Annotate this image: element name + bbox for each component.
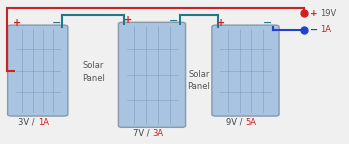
FancyBboxPatch shape bbox=[118, 22, 186, 127]
Text: 7V /: 7V / bbox=[133, 129, 152, 138]
Text: −: − bbox=[262, 18, 272, 28]
Text: Solar
Panel: Solar Panel bbox=[82, 61, 105, 83]
Text: 1A: 1A bbox=[38, 118, 49, 127]
Text: −: − bbox=[169, 15, 178, 25]
Text: Solar
Panel: Solar Panel bbox=[187, 70, 210, 91]
Text: −: − bbox=[310, 25, 318, 35]
Text: 1A: 1A bbox=[320, 25, 331, 34]
Text: +: + bbox=[13, 18, 21, 28]
Text: +: + bbox=[124, 15, 132, 25]
Text: 3V /: 3V / bbox=[18, 118, 38, 127]
FancyBboxPatch shape bbox=[8, 25, 68, 116]
Text: +: + bbox=[310, 9, 317, 18]
Text: 3A: 3A bbox=[152, 129, 163, 138]
Text: +: + bbox=[217, 18, 225, 28]
Text: 5A: 5A bbox=[245, 118, 257, 127]
FancyBboxPatch shape bbox=[212, 25, 279, 116]
Text: −: − bbox=[51, 18, 61, 28]
Text: 9V /: 9V / bbox=[227, 118, 245, 127]
Text: 19V: 19V bbox=[320, 9, 336, 18]
